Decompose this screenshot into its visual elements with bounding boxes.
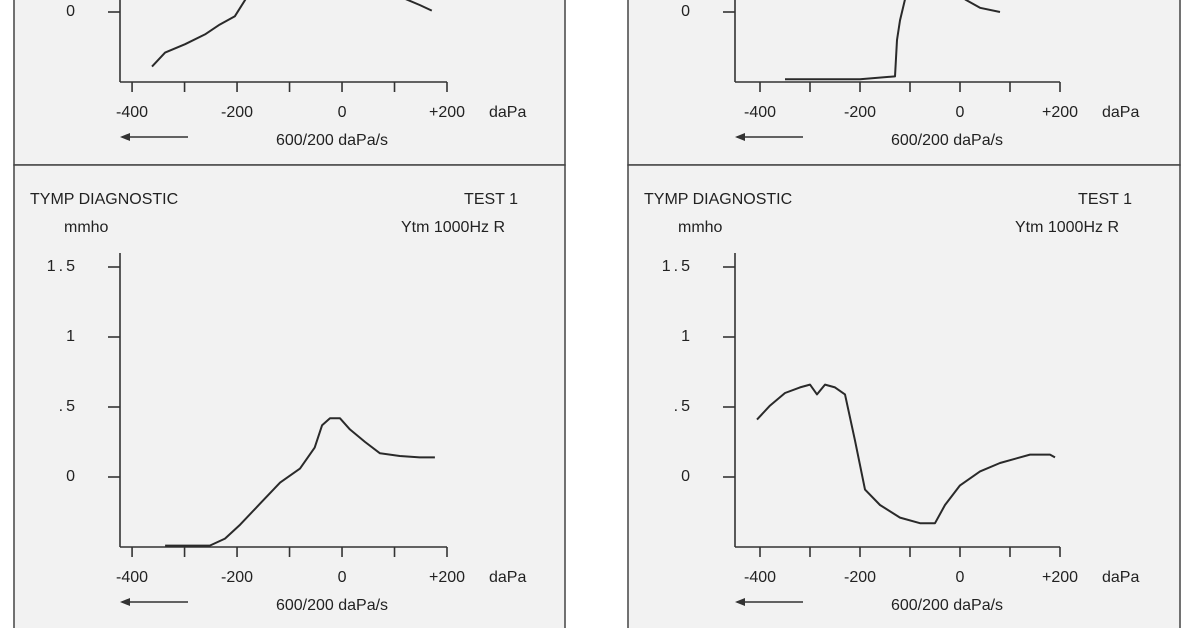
test-label: TEST 1 xyxy=(464,191,518,208)
sweep-arrow-head xyxy=(735,133,745,141)
y-tick-label: .5 xyxy=(674,398,693,415)
x-tick-label: 0 xyxy=(956,104,965,121)
x-tick-label: -400 xyxy=(744,569,776,586)
chart-title: TYMP DIAGNOSTIC xyxy=(30,191,178,208)
x-tick-label: +200 xyxy=(1042,104,1078,121)
x-unit: daPa xyxy=(1102,104,1139,121)
sweep-arrow-head xyxy=(735,598,745,606)
y-label: mmho xyxy=(64,219,109,236)
x-tick-label: -400 xyxy=(744,104,776,121)
x-label: 600/200 daPa/s xyxy=(276,132,388,149)
x-tick-label: +200 xyxy=(429,104,465,121)
y-label: mmho xyxy=(678,219,723,236)
x-tick-label: 0 xyxy=(338,104,347,121)
y-tick-label: 1 xyxy=(66,328,78,345)
y-tick-label: 0 xyxy=(66,3,78,20)
y-tick-label: .5 xyxy=(59,398,78,415)
y-tick-label: 1.5 xyxy=(662,258,693,275)
chart-title: TYMP DIAGNOSTIC xyxy=(644,191,792,208)
x-unit: daPa xyxy=(1102,569,1139,586)
x-unit: daPa xyxy=(489,104,526,121)
sweep-arrow-head xyxy=(120,133,130,141)
sweep-arrow-head xyxy=(120,598,130,606)
x-tick-label: -200 xyxy=(221,104,253,121)
x-unit: daPa xyxy=(489,569,526,586)
chart-subtitle: Ytm 1000Hz R xyxy=(1015,219,1119,236)
x-tick-label: -400 xyxy=(116,569,148,586)
y-tick-label: 1 xyxy=(681,328,693,345)
y-tick-label: 0 xyxy=(681,3,693,20)
panel xyxy=(627,164,1181,628)
y-tick-label: 0 xyxy=(66,468,78,485)
data-line xyxy=(165,417,435,547)
x-tick-label: +200 xyxy=(429,569,465,586)
x-tick-label: -400 xyxy=(116,104,148,121)
x-label: 600/200 daPa/s xyxy=(276,597,388,614)
y-tick-label: 0 xyxy=(681,468,693,485)
chart-subtitle: Ytm 1000Hz R xyxy=(401,219,505,236)
x-tick-label: +200 xyxy=(1042,569,1078,586)
x-tick-label: -200 xyxy=(221,569,253,586)
x-tick-label: -200 xyxy=(844,104,876,121)
x-tick-label: -200 xyxy=(844,569,876,586)
x-label: 600/200 daPa/s xyxy=(891,597,1003,614)
y-tick-label: 1.5 xyxy=(47,258,78,275)
data-line xyxy=(785,0,1001,81)
x-tick-label: 0 xyxy=(338,569,347,586)
test-label: TEST 1 xyxy=(1078,191,1132,208)
data-line xyxy=(151,0,433,68)
x-tick-label: 0 xyxy=(956,569,965,586)
data-line xyxy=(756,383,1056,525)
x-label: 600/200 daPa/s xyxy=(891,132,1003,149)
